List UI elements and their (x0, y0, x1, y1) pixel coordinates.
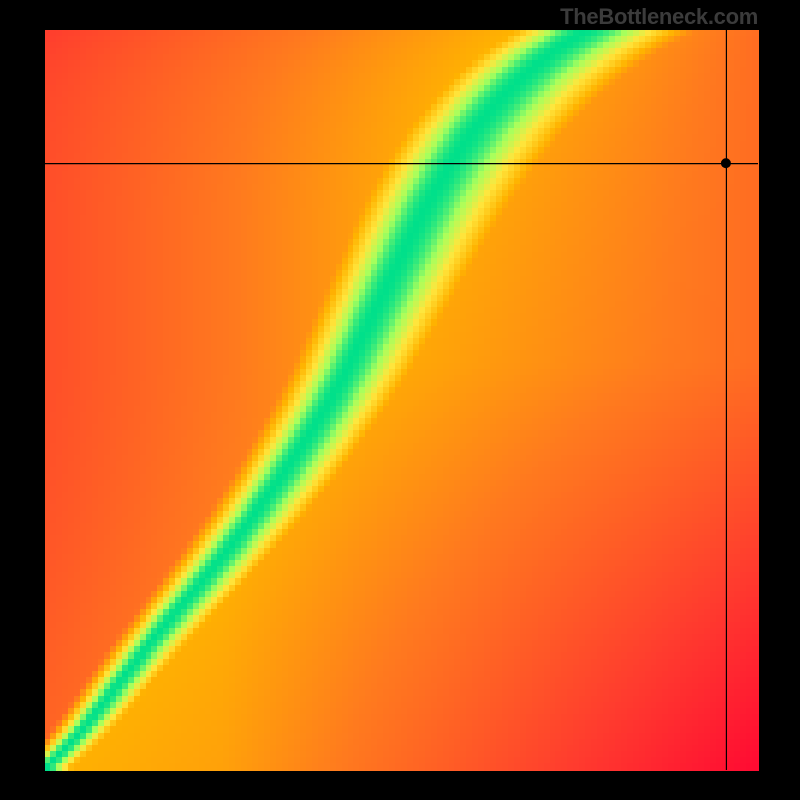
crosshair-overlay (0, 0, 800, 800)
watermark-text: TheBottleneck.com (560, 4, 758, 30)
